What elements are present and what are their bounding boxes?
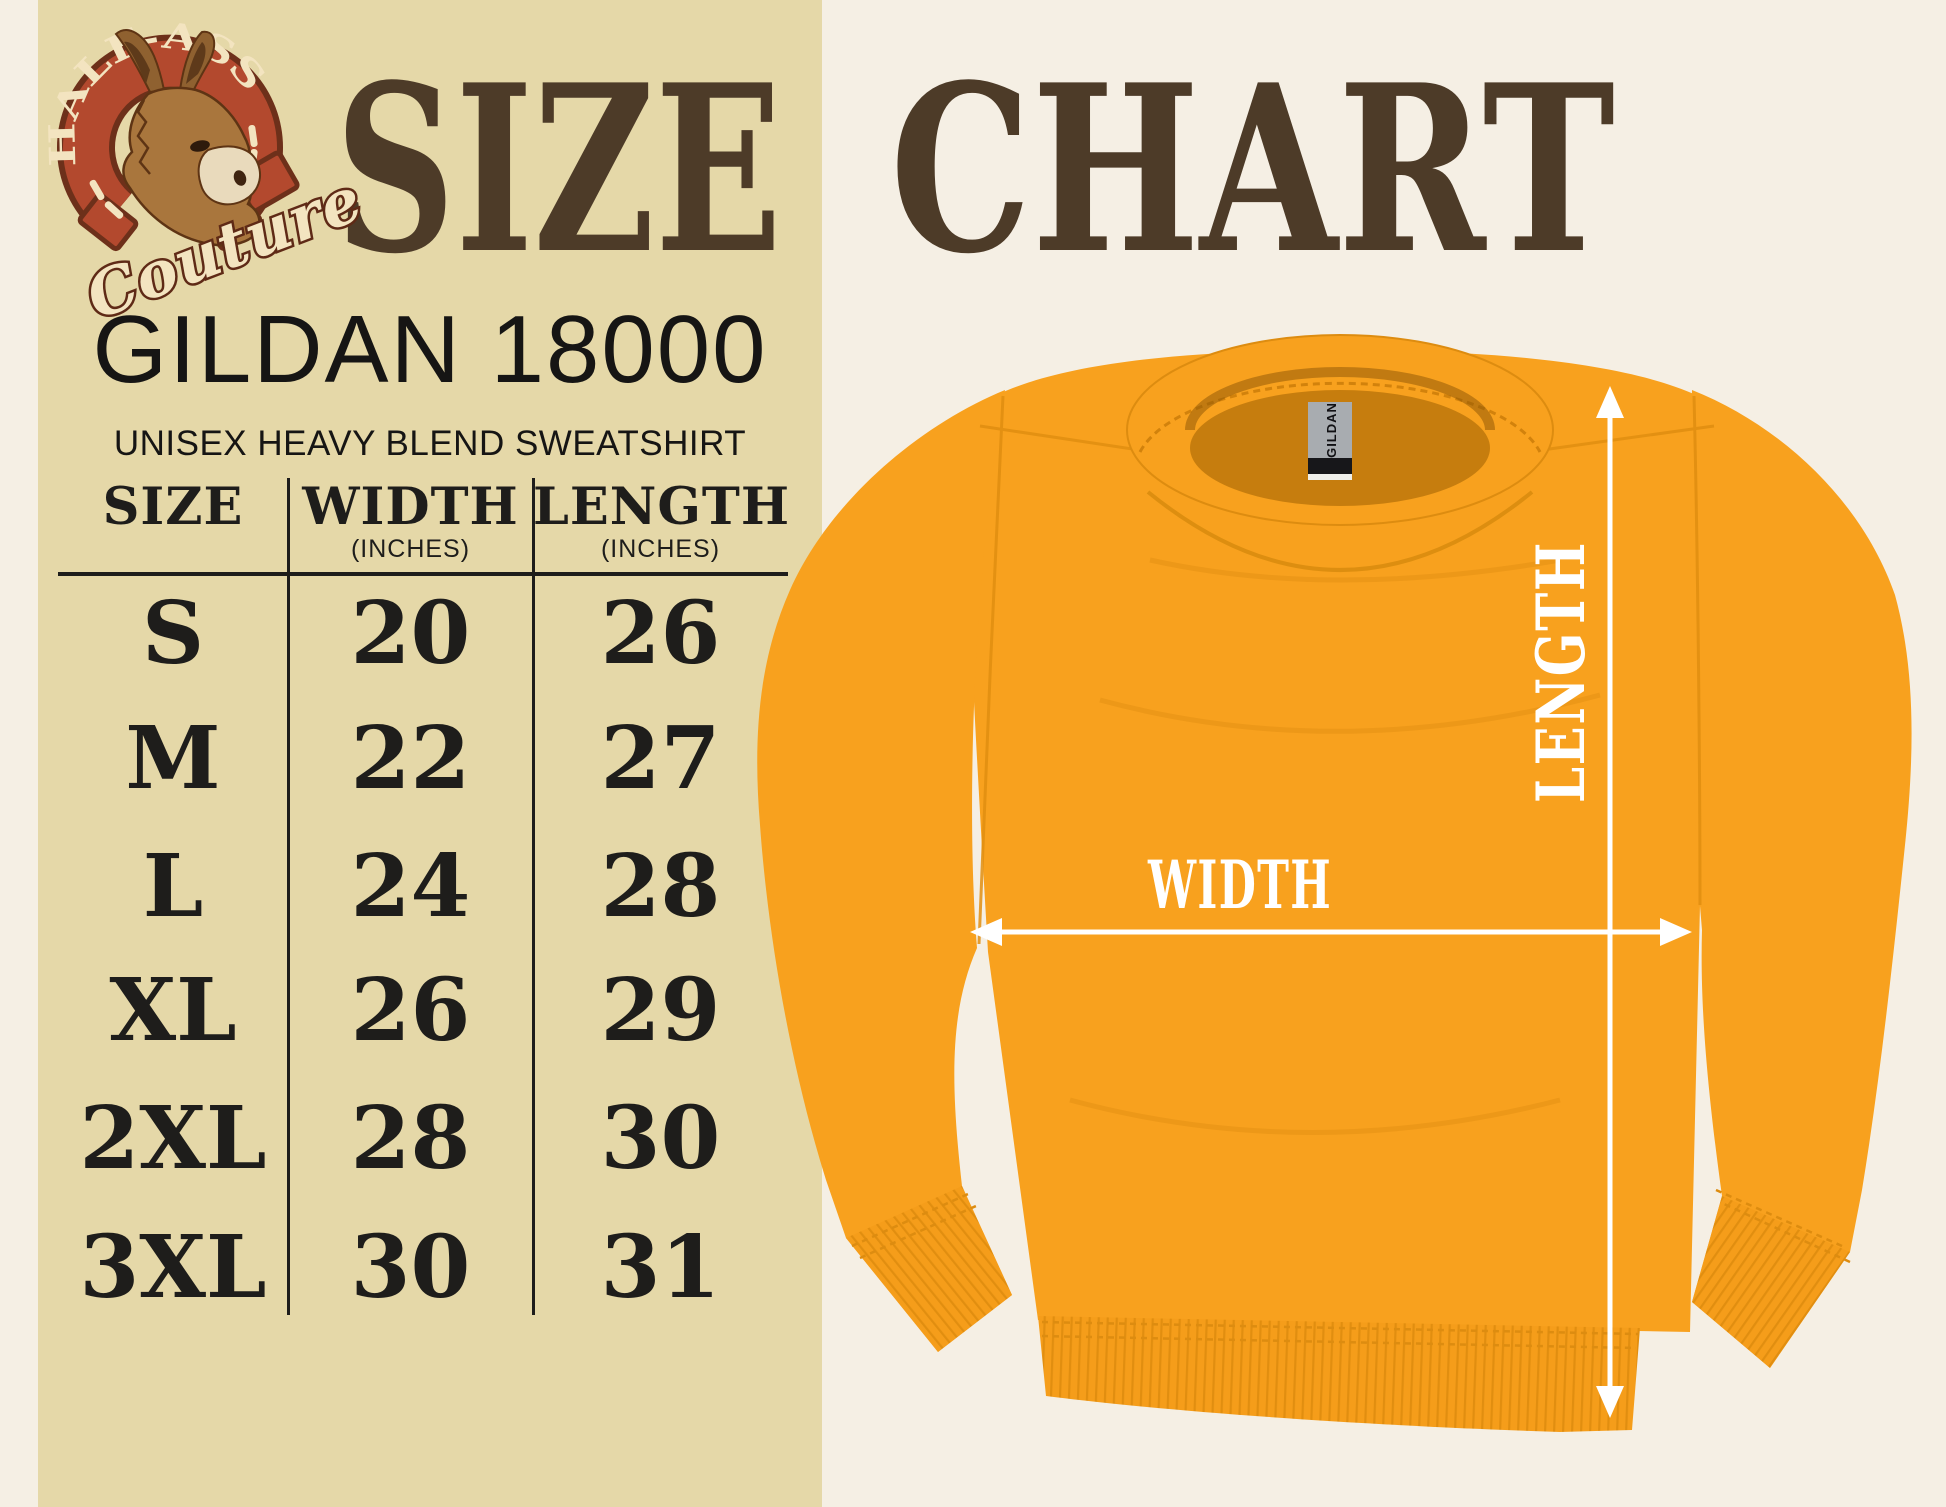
cuff-left (846, 1186, 1012, 1352)
table-header-rule (58, 572, 788, 576)
donkey-eye (190, 140, 210, 152)
tag-brand-text: GILDAN (1324, 402, 1339, 458)
tag-black (1308, 458, 1352, 474)
length-arrow (1596, 386, 1624, 1418)
table-divider-1 (287, 478, 290, 1315)
cuff-right (1692, 1196, 1850, 1368)
size-table-header: SIZE WIDTH (INCHES) LENGTH (INCHES) (58, 477, 791, 563)
title-size: SIZE (335, 35, 782, 305)
width-arrow (970, 918, 1692, 946)
header-length: LENGTH (INCHES) (533, 477, 791, 563)
table-row: 2XL 28 30 (79, 1087, 721, 1189)
product-model: GILDAN 18000 (92, 296, 768, 403)
fabric-folds (1069, 557, 1601, 1135)
hem-stitching (1041, 1320, 1639, 1350)
width-measure-label: WIDTH (1147, 846, 1332, 924)
collar-stitching (1138, 381, 1542, 453)
garment-body (962, 350, 1732, 1332)
donkey-nostril (233, 170, 247, 186)
donkey-mane (136, 99, 151, 175)
donkey-ear-right-inner (186, 42, 206, 84)
donkey-head (122, 86, 261, 247)
sleeve-left (757, 390, 1012, 1352)
arrowhead-right (1660, 918, 1692, 946)
donkey-ear-left-inner (124, 41, 150, 84)
table-row: S 20 26 (141, 582, 721, 684)
tag-white (1308, 474, 1352, 480)
collar-front-seam (1146, 490, 1534, 572)
arrowhead-up (1596, 386, 1624, 418)
header-width: WIDTH (INCHES) (302, 477, 519, 563)
table-row: XL 26 29 (109, 959, 721, 1061)
donkey-muzzle (197, 145, 261, 206)
table-row: L 24 28 (142, 835, 721, 937)
length-measure-label: LENGTH (1522, 541, 1600, 803)
donkey-illustration (114, 29, 261, 247)
header-size: SIZE (102, 477, 244, 537)
waistband (1038, 1316, 1640, 1432)
tag-gray (1308, 402, 1352, 458)
brand-logo: HALF-ASS Couture (41, 14, 374, 336)
neck-inner-shadow (1185, 367, 1495, 431)
title-chart: CHART (890, 35, 1615, 305)
sleeve-right (1690, 390, 1912, 1368)
cuff-right-stitching (1715, 1188, 1851, 1264)
armhole-seams (977, 395, 1715, 945)
arrowhead-left (970, 918, 1002, 946)
left-panel (38, 0, 822, 1507)
arrowhead-down (1596, 1386, 1624, 1418)
product-subtitle: UNISEX HEAVY BLEND SWEATSHIRT (113, 424, 747, 463)
sweatshirt-illustration: GILDAN (757, 334, 1912, 1432)
table-divider-2 (532, 478, 535, 1315)
neck-tag: GILDAN (1308, 402, 1352, 480)
table-row: M 22 27 (125, 707, 721, 809)
table-row: 3XL 30 31 (79, 1216, 721, 1318)
horseshoe-heel-left (77, 192, 139, 252)
